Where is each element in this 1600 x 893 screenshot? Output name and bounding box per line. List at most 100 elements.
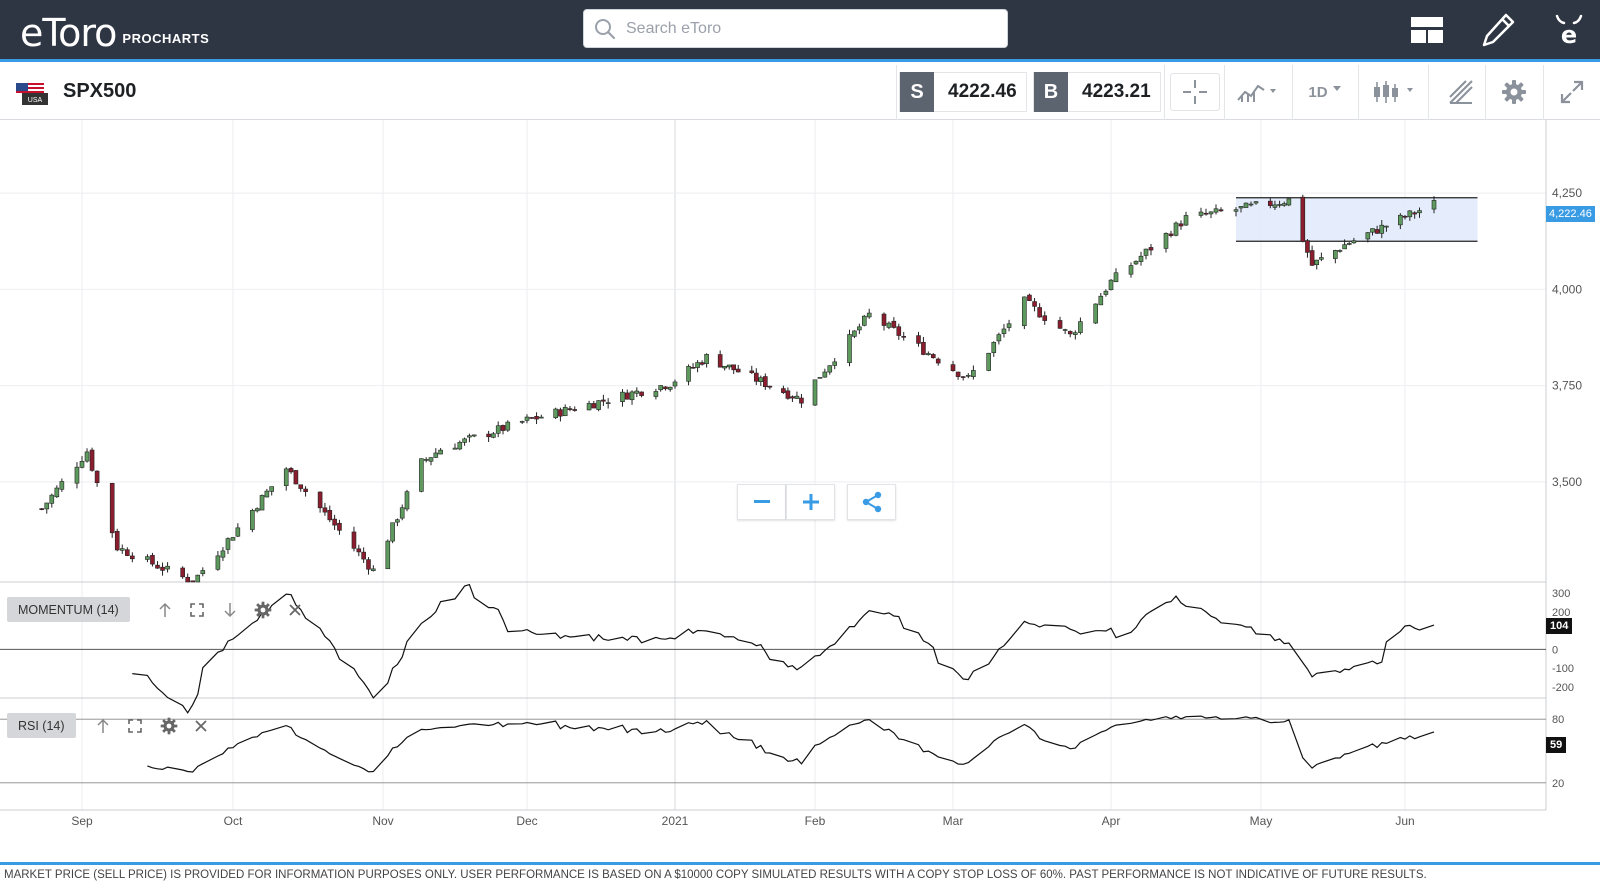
layout-icon[interactable] [1407,10,1447,50]
timeframe-label: 1D [1308,83,1328,101]
pencil-icon[interactable] [1478,10,1518,50]
candle-body [109,482,115,534]
arrow-up-icon[interactable] [154,599,176,621]
indicator-settings-icon[interactable] [252,599,274,621]
candle-body [790,396,795,399]
candle-body [505,421,511,431]
crosshair-button[interactable] [1170,73,1220,111]
rsi-label[interactable]: RSI (14) [7,713,76,738]
price-chart[interactable]: Sep Oct Nov Dec 2021 Feb Mar Apr May Jun 4,250 4,00… [0,120,1600,860]
indicator-settings-icon[interactable] [158,715,180,737]
candle-body [332,518,337,526]
zoom-out-button[interactable] [737,484,786,520]
candle-body [467,435,472,438]
candle-body [1218,209,1224,212]
arrow-up-icon[interactable] [92,715,114,737]
search-box[interactable] [583,9,1008,48]
chevron-down-icon [1332,86,1341,91]
candle-body [586,403,592,411]
candle-body [861,315,867,326]
candle-body [1001,328,1007,334]
candle-body [896,326,902,336]
candle-body [686,366,691,382]
candle-body [996,334,1002,342]
candle-body [591,403,597,409]
drawing-tools-icon [1449,80,1473,104]
plus-icon [802,494,819,510]
chart-area[interactable]: Sep Oct Nov Dec 2021 Feb Mar Apr May Jun 4,250 4,00… [0,120,1600,860]
candle-body [1248,203,1254,206]
sell-price-box[interactable]: S 4222.46 [899,72,1027,112]
toolbar-divider [1543,65,1544,120]
candle-body [428,457,434,462]
candle-body [1032,301,1037,307]
candle-body [94,470,100,484]
candle-body [250,510,255,530]
candle-body [663,386,668,390]
candle-body [1374,229,1380,234]
close-icon[interactable] [284,599,306,621]
maximize-icon[interactable] [186,599,208,621]
candle-body [534,416,539,420]
candle-body [1398,214,1403,226]
candle-body [1300,196,1306,242]
candle-body [763,376,768,387]
candle-body [529,417,535,419]
candle-body [327,510,333,521]
search-icon [595,18,616,39]
candle-body [1067,331,1073,335]
candle-body [1333,250,1338,259]
close-icon[interactable] [190,715,212,737]
settings-button[interactable] [1493,73,1535,111]
maximize-icon[interactable] [124,715,146,737]
buy-price-box[interactable]: B 4223.21 [1033,72,1161,112]
candle-body [1178,223,1184,227]
search-input[interactable] [626,19,986,38]
candle-body [731,364,737,371]
candle-body [1143,248,1149,256]
candle-body [457,442,463,450]
drawing-tools-button[interactable] [1436,73,1486,111]
etoro-avatar-icon[interactable]: e [1549,10,1589,50]
timeframe-dropdown[interactable]: 1D [1300,73,1350,111]
chart-type-dropdown[interactable] [1366,73,1422,111]
arrow-down-icon[interactable] [219,599,241,621]
x-tick-label: 2021 [662,814,689,828]
candle-body [991,342,997,353]
momentum-tick-label: 0 [1552,644,1558,656]
toolbar-divider [1358,65,1359,120]
candle-body [1042,315,1048,321]
candle-body [303,488,308,493]
toolbar-divider [1164,65,1165,120]
candle-body [1319,257,1324,260]
buy-price: 4223.21 [1082,81,1151,102]
x-tick-label: Jun [1395,814,1414,828]
candle-body [298,484,304,489]
candle-body [366,559,371,570]
rsi-tick-label: 20 [1552,778,1564,790]
candle-body [390,522,395,542]
candle-body [1183,215,1189,226]
momentum-label[interactable]: MOMENTUM (14) [7,597,130,622]
candle-body [39,508,45,510]
y-tick-label: 4,000 [1552,282,1582,296]
candle-body [1073,332,1078,335]
candle-body [1379,224,1385,234]
x-tick-label: Sep [71,814,93,828]
y-tick-label: 4,250 [1552,186,1582,200]
candle-body [190,580,196,583]
fullscreen-button[interactable] [1552,73,1592,111]
candle-body [1148,247,1154,251]
candle-body [259,495,265,511]
zoom-in-button[interactable] [786,484,835,520]
etoro-logo[interactable]: eToro PROCHARTS [20,8,209,52]
indicators-button[interactable] [1232,73,1284,111]
candle-body [667,386,673,390]
candle-body [195,574,201,583]
candle-body [857,326,862,331]
candle-body [150,555,155,565]
candle-body [125,549,130,556]
candle-body [486,433,491,438]
candle-body [1198,211,1204,216]
share-button[interactable] [847,484,896,520]
